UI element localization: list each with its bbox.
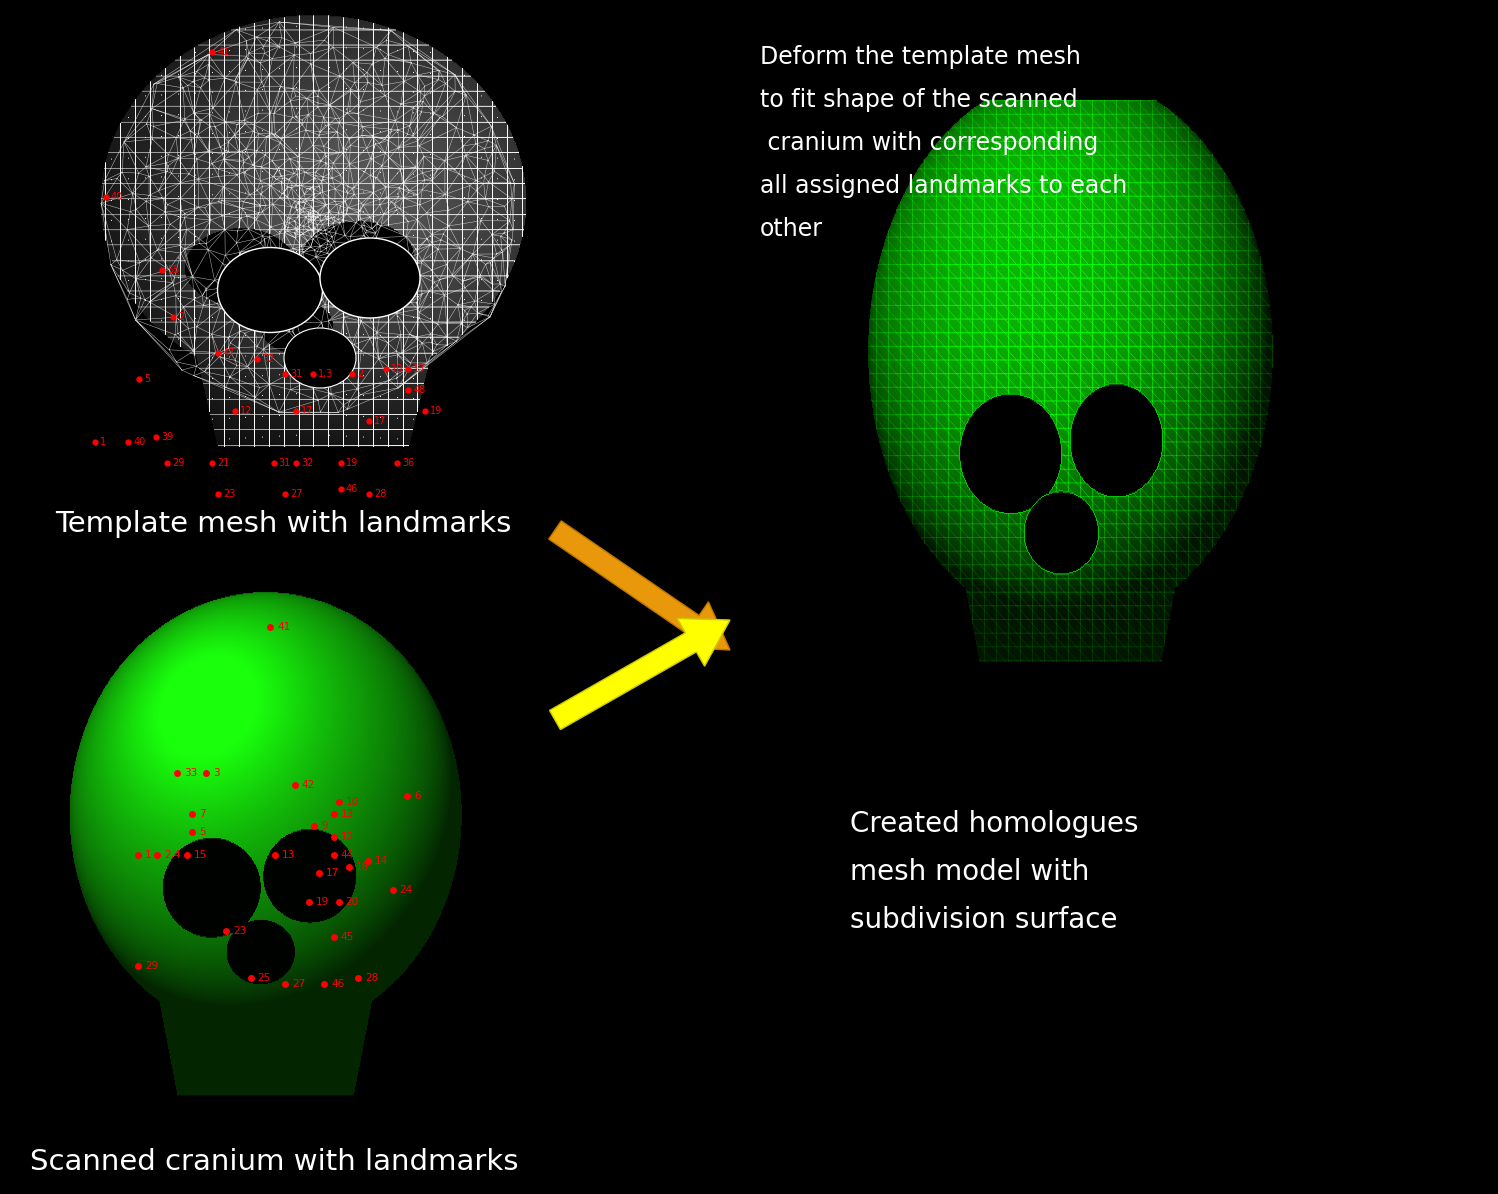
- Text: 10: 10: [391, 364, 403, 374]
- Text: 1: 1: [99, 437, 106, 447]
- Text: 2: 2: [178, 312, 184, 322]
- Text: 19: 19: [430, 406, 442, 416]
- Text: 17: 17: [301, 406, 313, 416]
- Text: 6: 6: [415, 792, 421, 801]
- Text: Template mesh with landmarks: Template mesh with landmarks: [55, 510, 511, 538]
- Text: 39: 39: [162, 431, 174, 442]
- Text: 1,3: 1,3: [318, 369, 334, 380]
- Text: 40: 40: [111, 192, 123, 203]
- Text: 21: 21: [217, 457, 229, 468]
- FancyArrow shape: [550, 618, 730, 730]
- Text: 24: 24: [400, 885, 413, 896]
- Text: 18: 18: [355, 862, 369, 872]
- Text: 36: 36: [401, 457, 415, 468]
- Text: 1: 1: [145, 850, 151, 860]
- Text: 46: 46: [331, 979, 345, 989]
- Text: 42: 42: [301, 780, 315, 789]
- Text: 9: 9: [321, 820, 328, 831]
- Text: 47: 47: [223, 349, 235, 358]
- Text: 27: 27: [292, 979, 306, 989]
- Text: 3: 3: [213, 768, 220, 778]
- Text: 45: 45: [342, 931, 354, 942]
- Text: 14: 14: [374, 856, 388, 866]
- Text: 31: 31: [279, 457, 291, 468]
- Text: 33: 33: [184, 768, 198, 778]
- Text: 55: 55: [166, 265, 180, 275]
- Text: 2: 2: [357, 369, 364, 380]
- Text: Scanned cranium with landmarks: Scanned cranium with landmarks: [30, 1147, 518, 1176]
- Text: 19: 19: [346, 457, 358, 468]
- Text: 40: 40: [133, 437, 145, 447]
- Text: 23: 23: [223, 488, 235, 499]
- Text: 17: 17: [327, 868, 340, 878]
- Text: 28: 28: [366, 973, 379, 983]
- Text: 29: 29: [172, 457, 184, 468]
- Ellipse shape: [217, 247, 322, 332]
- Text: 32: 32: [301, 457, 313, 468]
- Text: 28: 28: [374, 488, 386, 499]
- Text: 23: 23: [234, 927, 246, 936]
- Text: 29: 29: [145, 961, 159, 971]
- Text: Deform the template mesh
to fit shape of the scanned
 cranium with corresponding: Deform the template mesh to fit shape of…: [759, 45, 1128, 241]
- Ellipse shape: [285, 328, 357, 388]
- FancyArrow shape: [548, 521, 730, 650]
- Text: Created homologues
mesh model with
subdivision surface: Created homologues mesh model with subdi…: [849, 810, 1138, 934]
- Text: 10: 10: [346, 798, 360, 807]
- Text: 48: 48: [413, 384, 425, 395]
- Text: 15: 15: [193, 850, 207, 860]
- Text: 27: 27: [291, 488, 303, 499]
- Text: 41: 41: [217, 47, 229, 57]
- Text: 20: 20: [346, 897, 360, 906]
- Text: 2,4: 2,4: [165, 850, 181, 860]
- Text: 17: 17: [374, 416, 386, 426]
- Text: 31: 31: [291, 369, 303, 380]
- Text: 19: 19: [316, 897, 330, 906]
- Text: 5: 5: [144, 375, 151, 384]
- Text: 7: 7: [199, 810, 205, 819]
- Text: 44: 44: [342, 850, 354, 860]
- Text: 41: 41: [277, 622, 291, 632]
- Text: 5: 5: [199, 826, 205, 837]
- Text: 12: 12: [240, 406, 252, 416]
- Text: 46: 46: [346, 484, 358, 493]
- Text: 12: 12: [342, 832, 354, 843]
- Ellipse shape: [321, 238, 419, 318]
- Text: 32: 32: [262, 353, 274, 364]
- Text: 25: 25: [258, 973, 271, 983]
- Text: 13: 13: [413, 364, 425, 374]
- Text: 13: 13: [342, 810, 354, 819]
- Text: 13: 13: [282, 850, 295, 860]
